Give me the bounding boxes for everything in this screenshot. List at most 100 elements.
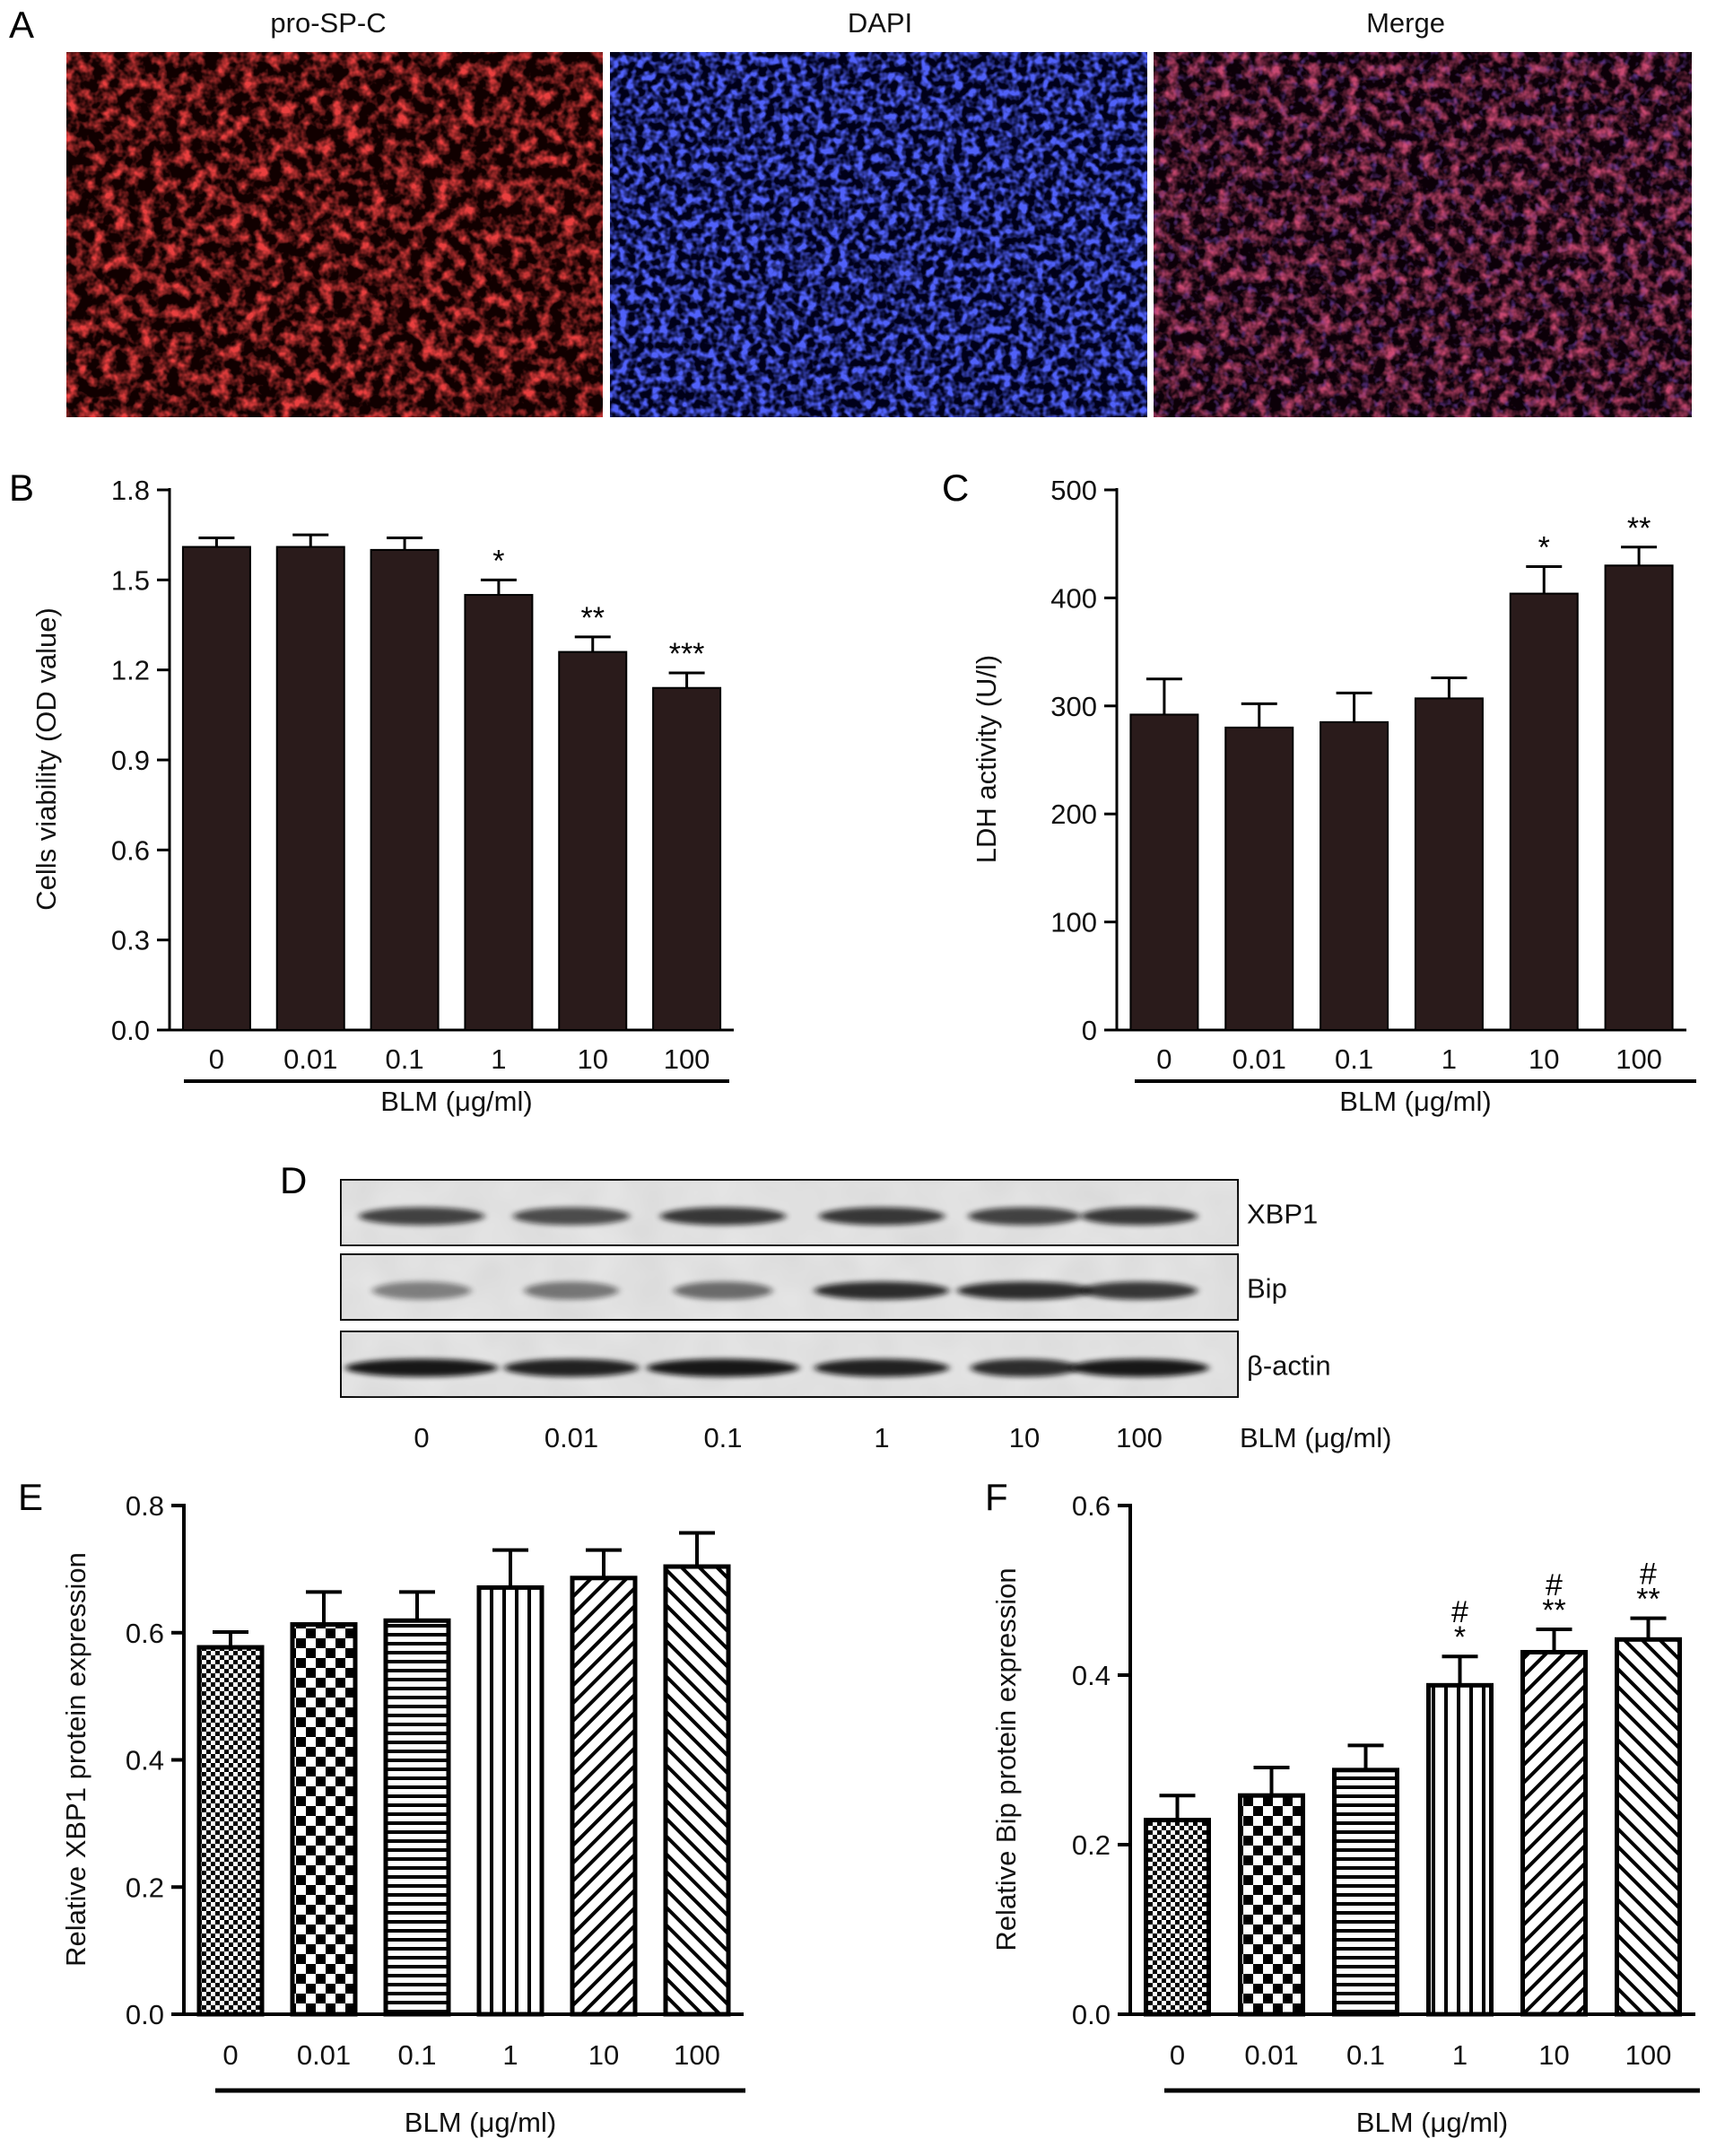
bar xyxy=(1414,697,1484,1031)
x-axis-label: BLM (μg/ml) xyxy=(1356,2107,1508,2138)
x-tick-label: 10 xyxy=(1529,1043,1559,1075)
y-tick-label: 0.6 xyxy=(1072,1490,1111,1522)
y-axis-label: Cells viability (OD value) xyxy=(30,607,62,911)
x-tick-label: 0.01 xyxy=(297,2039,351,2071)
y-tick-label: 0.9 xyxy=(111,745,150,776)
blot-lane-label: 1 xyxy=(874,1422,889,1453)
bar xyxy=(1615,1637,1682,2017)
x-tick-label: 1 xyxy=(1442,1043,1457,1075)
micrograph-dapi xyxy=(610,52,1147,417)
x-tick-label: 0 xyxy=(1170,2039,1185,2071)
bar xyxy=(1332,1768,1399,2017)
panel-letter-f: F xyxy=(985,1476,1008,1518)
panel-letter-a: A xyxy=(9,4,34,46)
blot-band xyxy=(957,1281,1092,1300)
blot-band xyxy=(968,1207,1081,1226)
bar xyxy=(1509,592,1579,1031)
blot-row-label: β-actin xyxy=(1247,1350,1331,1382)
blot-band xyxy=(660,1207,786,1226)
western-blot: XBP1 Bip β-actin 0 0.01 0.1 1 10 100 BLM (μg/ml) xyxy=(340,1179,1391,1453)
blot-band xyxy=(971,1358,1078,1377)
significance-mark: ** xyxy=(581,601,605,635)
x-tick-label: 100 xyxy=(1625,2039,1672,2071)
y-tick-label: 0.3 xyxy=(111,925,150,956)
x-tick-label: 1 xyxy=(1452,2039,1468,2071)
hash-mark: # xyxy=(1451,1595,1468,1629)
hash-mark: # xyxy=(1640,1558,1657,1592)
channel-label-merge: Merge xyxy=(1366,7,1445,39)
bar xyxy=(383,1618,451,2017)
y-tick-label: 300 xyxy=(1050,691,1097,722)
y-tick-label: 0.6 xyxy=(126,1618,164,1649)
x-tick-label: 0.01 xyxy=(1244,2039,1298,2071)
y-axis-label: Relative Bip protein expression xyxy=(990,1567,1022,1951)
panel-letter-d: D xyxy=(280,1159,307,1201)
x-tick-label: 0 xyxy=(1156,1043,1172,1075)
blot-band xyxy=(814,1281,949,1300)
x-axis-label: BLM (μg/ml) xyxy=(380,1086,532,1117)
blot-band xyxy=(1081,1281,1198,1300)
x-tick-label: 1 xyxy=(491,1043,506,1075)
bar xyxy=(1238,1793,1305,2017)
significance-mark: ** xyxy=(1627,511,1651,546)
channel-label-dapi: DAPI xyxy=(848,7,912,39)
blot-row-label: XBP1 xyxy=(1247,1199,1318,1230)
x-tick-label: 0.01 xyxy=(1233,1043,1286,1075)
bar xyxy=(570,1576,638,2017)
chart-xbp1-expression: 0.0 0.2 0.4 0.6 0.8 Relative XBP1 protein exp… xyxy=(60,1490,745,2138)
y-tick-label: 0.2 xyxy=(1072,1829,1111,1861)
chart-ldh-activity: 0 100 200 300 400 500 LDH activity (U/l) 0 0.01 0… xyxy=(971,475,1696,1117)
y-axis-label: LDH activity (U/l) xyxy=(971,655,1002,864)
panel-letter-e: E xyxy=(18,1476,43,1518)
bar xyxy=(290,1622,358,2017)
y-tick-label: 0.0 xyxy=(126,1999,164,2030)
blot-lane-label: 100 xyxy=(1116,1422,1163,1453)
bar xyxy=(196,1645,265,2017)
x-tick-label: 100 xyxy=(1616,1043,1662,1075)
hash-mark: # xyxy=(1546,1568,1563,1602)
y-tick-label: 0.0 xyxy=(111,1015,150,1046)
x-axis-label: BLM (μg/ml) xyxy=(1339,1086,1491,1117)
blot-band xyxy=(513,1207,630,1226)
blot-band xyxy=(674,1281,772,1300)
micrograph-prosp-c xyxy=(66,52,603,417)
blot-lane-label: 0.1 xyxy=(703,1422,742,1453)
x-axis-label: BLM (μg/ml) xyxy=(405,2107,556,2138)
blot-lane-label: 0 xyxy=(414,1422,429,1453)
blot-band xyxy=(814,1358,949,1377)
bar xyxy=(1320,720,1389,1031)
bar xyxy=(370,548,440,1031)
y-tick-label: 200 xyxy=(1050,799,1097,830)
x-tick-label: 0.1 xyxy=(1346,2039,1385,2071)
bar xyxy=(1604,564,1674,1031)
x-tick-label: 10 xyxy=(1538,2039,1569,2071)
x-tick-label: 0 xyxy=(222,2039,238,2071)
chart-bip-expression: 0.0 0.2 0.4 0.6 Relative Bip protein express… xyxy=(990,1490,1700,2138)
blot-unit-label: BLM (μg/ml) xyxy=(1240,1422,1391,1453)
significance-mark: ** xyxy=(1542,1593,1565,1628)
channel-label-prosp-c: pro-SP-C xyxy=(270,7,386,39)
y-tick-label: 500 xyxy=(1050,475,1097,506)
blot-lane-label: 0.01 xyxy=(544,1422,598,1453)
bar xyxy=(652,686,722,1031)
x-tick-label: 0 xyxy=(209,1043,224,1075)
y-tick-label: 400 xyxy=(1050,582,1097,614)
blot-band xyxy=(504,1358,639,1377)
x-tick-label: 0.01 xyxy=(283,1043,337,1075)
y-tick-label: 0.4 xyxy=(1072,1660,1111,1691)
blot-band xyxy=(359,1207,484,1226)
x-tick-label: 100 xyxy=(664,1043,710,1075)
blot-band xyxy=(372,1281,471,1300)
y-tick-label: 0.4 xyxy=(126,1745,164,1776)
significance-mark: ** xyxy=(1636,1583,1659,1617)
y-tick-label: 1.8 xyxy=(111,475,150,506)
significance-mark: * xyxy=(492,544,504,578)
blot-band xyxy=(345,1358,498,1377)
y-tick-label: 1.5 xyxy=(111,564,150,596)
x-tick-label: 0.1 xyxy=(397,2039,436,2071)
y-tick-label: 0.2 xyxy=(126,1872,164,1903)
x-tick-label: 10 xyxy=(578,1043,608,1075)
significance-mark: * xyxy=(1538,530,1550,564)
panel-letter-c: C xyxy=(942,467,969,509)
